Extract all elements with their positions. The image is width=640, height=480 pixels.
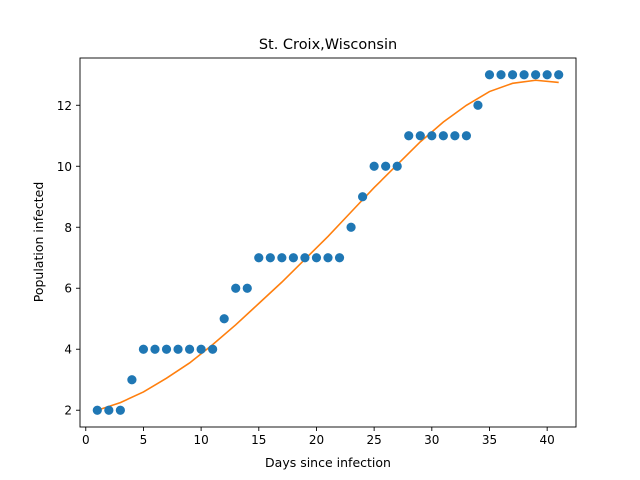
data-point: [173, 344, 183, 354]
x-tick-label: 40: [540, 433, 555, 447]
y-tick-label: 4: [64, 343, 72, 357]
data-point: [219, 314, 229, 324]
data-point: [404, 131, 414, 141]
data-point: [300, 253, 310, 263]
y-tick-label: 8: [64, 221, 72, 235]
y-tick-label: 6: [64, 282, 72, 296]
axes-frame: [79, 57, 577, 428]
data-point: [265, 253, 275, 263]
data-point: [161, 344, 172, 354]
data-point: [554, 70, 564, 80]
data-point: [231, 283, 241, 293]
data-point: [334, 253, 345, 263]
data-point: [507, 70, 518, 80]
x-tick-label: 25: [366, 433, 381, 447]
chart-title: St. Croix,Wisconsin: [259, 37, 397, 53]
data-point: [461, 131, 472, 141]
data-point: [381, 161, 391, 171]
x-tick-label: 30: [424, 433, 439, 447]
data-point: [242, 283, 252, 293]
y-tick-label: 12: [57, 99, 72, 113]
data-point: [127, 375, 137, 385]
data-point: [115, 405, 125, 415]
x-tick-label: 10: [193, 433, 208, 447]
fit-line: [97, 79, 559, 411]
data-point: [92, 405, 102, 415]
data-point: [288, 253, 298, 263]
data-point: [150, 344, 160, 354]
data-point: [427, 131, 437, 141]
data-point: [346, 222, 356, 232]
x-axis-label: Days since infection: [265, 455, 391, 470]
x-tick-label: 35: [482, 433, 497, 447]
y-tick-label: 2: [64, 404, 72, 418]
data-point: [450, 131, 460, 141]
data-point: [277, 253, 287, 263]
data-point: [484, 70, 495, 80]
data-point: [496, 70, 506, 80]
y-tick-label: 10: [57, 160, 72, 174]
data-point: [392, 161, 402, 171]
data-point: [473, 100, 483, 110]
data-point: [208, 344, 218, 354]
data-point: [531, 70, 541, 80]
plot-area: 0 5 10 15 20 25 30 35 40 2 4 6 8 10 12: [57, 57, 577, 447]
data-point: [184, 344, 195, 354]
data-point: [358, 192, 368, 202]
data-point: [542, 70, 552, 80]
x-tick-label: 15: [251, 433, 266, 447]
data-point: [138, 344, 149, 354]
data-point: [104, 405, 114, 415]
y-axis-label: Population infected: [31, 182, 46, 303]
data-point: [519, 70, 529, 80]
x-tick-label: 20: [309, 433, 324, 447]
data-point: [415, 131, 425, 141]
data-point: [438, 131, 448, 141]
data-point: [311, 253, 322, 263]
x-tick-label: 0: [82, 433, 90, 447]
data-point: [323, 253, 333, 263]
data-point: [369, 161, 379, 171]
data-point: [254, 253, 264, 263]
x-tick-label: 5: [140, 433, 148, 447]
data-point: [196, 344, 206, 354]
